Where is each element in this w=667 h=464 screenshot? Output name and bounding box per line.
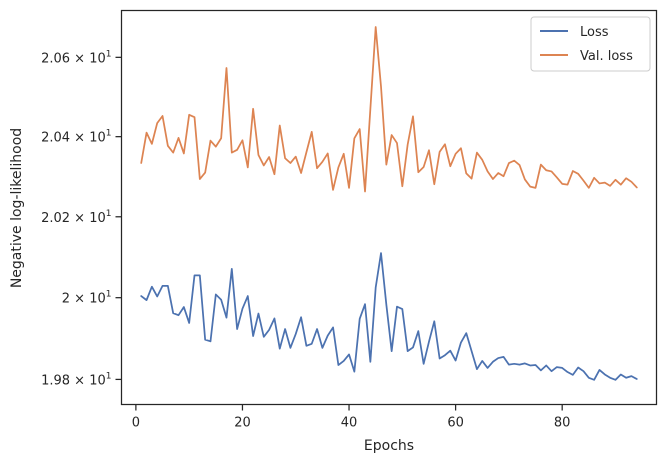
y-tick-label: 2.04 × 101 <box>41 129 111 146</box>
x-axis-label: Epochs <box>364 438 414 454</box>
x-tick-label: 80 <box>554 416 571 431</box>
x-tick-label: 0 <box>132 416 140 431</box>
series-line-loss <box>140 252 638 381</box>
y-axis-label: Negative log-likelihood <box>9 128 25 288</box>
y-tick-label: 2.02 × 101 <box>41 209 111 226</box>
legend-label-val-loss: Val. loss <box>580 49 633 64</box>
x-tick-label: 60 <box>447 416 464 431</box>
legend: Loss Val. loss <box>530 16 651 72</box>
series-line-val-loss <box>140 26 638 193</box>
y-axis: 1.98 × 101 2 × 101 2.02 × 101 2.04 × 101 2.0… <box>41 49 122 388</box>
x-tick-label: 20 <box>234 416 251 431</box>
y-tick-label: 1.98 × 101 <box>41 371 111 388</box>
legend-label-loss: Loss <box>580 25 609 40</box>
x-tick-label: 40 <box>341 416 358 431</box>
y-tick-label: 2 × 101 <box>62 290 112 307</box>
x-axis: 0 20 40 60 80 <box>132 404 571 431</box>
series-layer <box>140 26 638 381</box>
y-tick-label: 2.06 × 101 <box>41 49 111 66</box>
